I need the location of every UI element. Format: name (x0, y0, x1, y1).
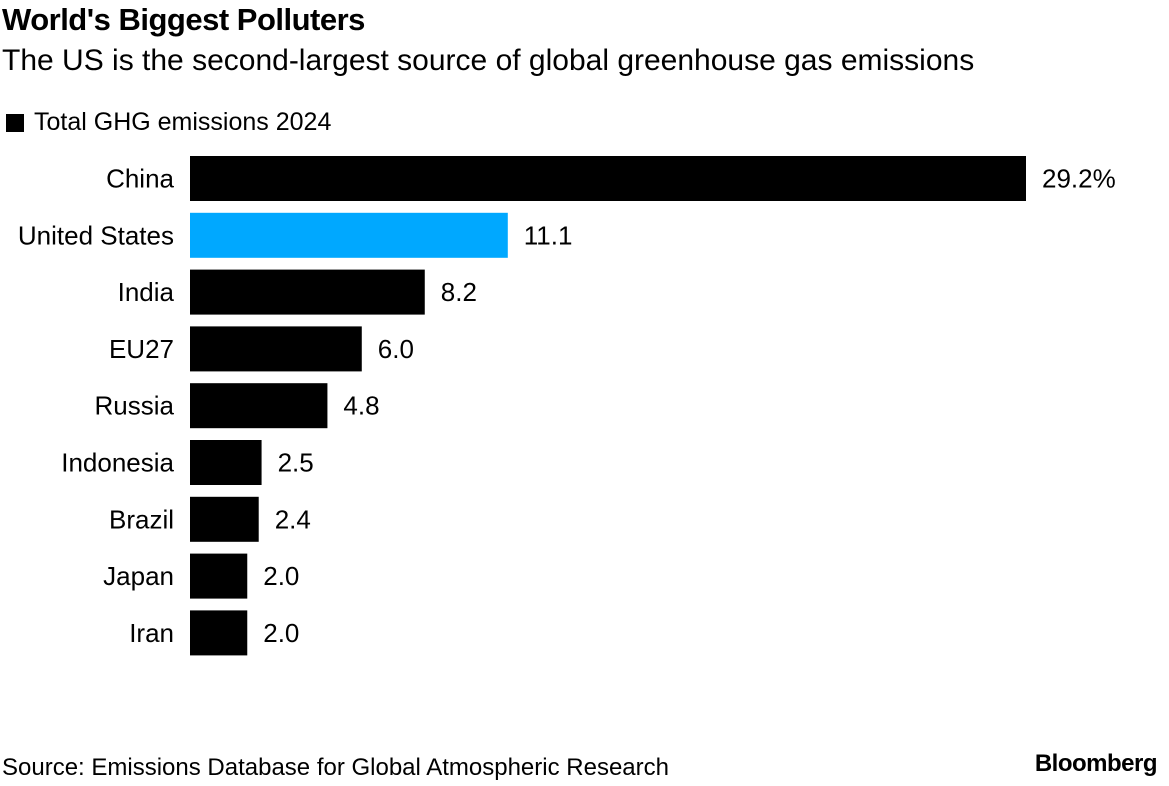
bar (190, 326, 362, 372)
chart-subtitle: The US is the second-largest source of g… (2, 44, 975, 77)
chart-title: World's Biggest Polluters (2, 2, 365, 37)
bar (190, 269, 425, 315)
bar-row: Indonesia 2.5 (61, 440, 314, 485)
legend-label: Total GHG emissions 2024 (34, 108, 332, 136)
value-label: 4.8 (343, 391, 379, 421)
bar (190, 156, 1026, 201)
bar (190, 553, 248, 599)
bar (190, 440, 262, 485)
bar (190, 610, 248, 656)
bar (190, 383, 328, 429)
category-label: India (118, 277, 175, 307)
category-label: Brazil (109, 504, 174, 534)
category-label: United States (18, 220, 174, 250)
bar-row: Russia 4.8 (95, 383, 380, 429)
value-label: 6.0 (378, 334, 414, 364)
value-label: 2.0 (263, 618, 299, 648)
bar-row: Iran 2.0 (129, 610, 299, 656)
bloomberg-logo: Bloomberg (1034, 750, 1158, 777)
bar-chart: China 29.2% United States 11.1 India 8.2 EU27 6… (18, 156, 1116, 656)
bar-row: EU27 6.0 (109, 326, 414, 372)
legend: Total GHG emissions 2024 (6, 108, 331, 137)
source-note: Source: Emissions Database for Global At… (2, 754, 669, 781)
bar-row: India 8.2 (118, 269, 477, 315)
bar-row: Brazil 2.4 (109, 496, 311, 542)
category-label: China (106, 164, 174, 194)
category-label: Iran (129, 618, 174, 648)
category-label: Russia (95, 391, 175, 421)
bar-row: China 29.2% (106, 156, 1116, 201)
bar (190, 212, 508, 258)
value-label: 2.5 (278, 448, 314, 478)
value-label: 2.4 (275, 504, 311, 534)
bar-row: Japan 2.0 (103, 553, 299, 599)
category-label: EU27 (109, 334, 174, 364)
value-label: 11.1 (524, 220, 573, 250)
value-label: 8.2 (441, 277, 477, 307)
category-label: Japan (103, 561, 174, 591)
bar-row: United States 11.1 (18, 212, 573, 258)
value-label: 29.2% (1042, 164, 1116, 194)
legend-swatch-icon (6, 113, 24, 132)
category-label: Indonesia (61, 448, 174, 478)
value-label: 2.0 (263, 561, 299, 591)
bar (190, 496, 259, 542)
